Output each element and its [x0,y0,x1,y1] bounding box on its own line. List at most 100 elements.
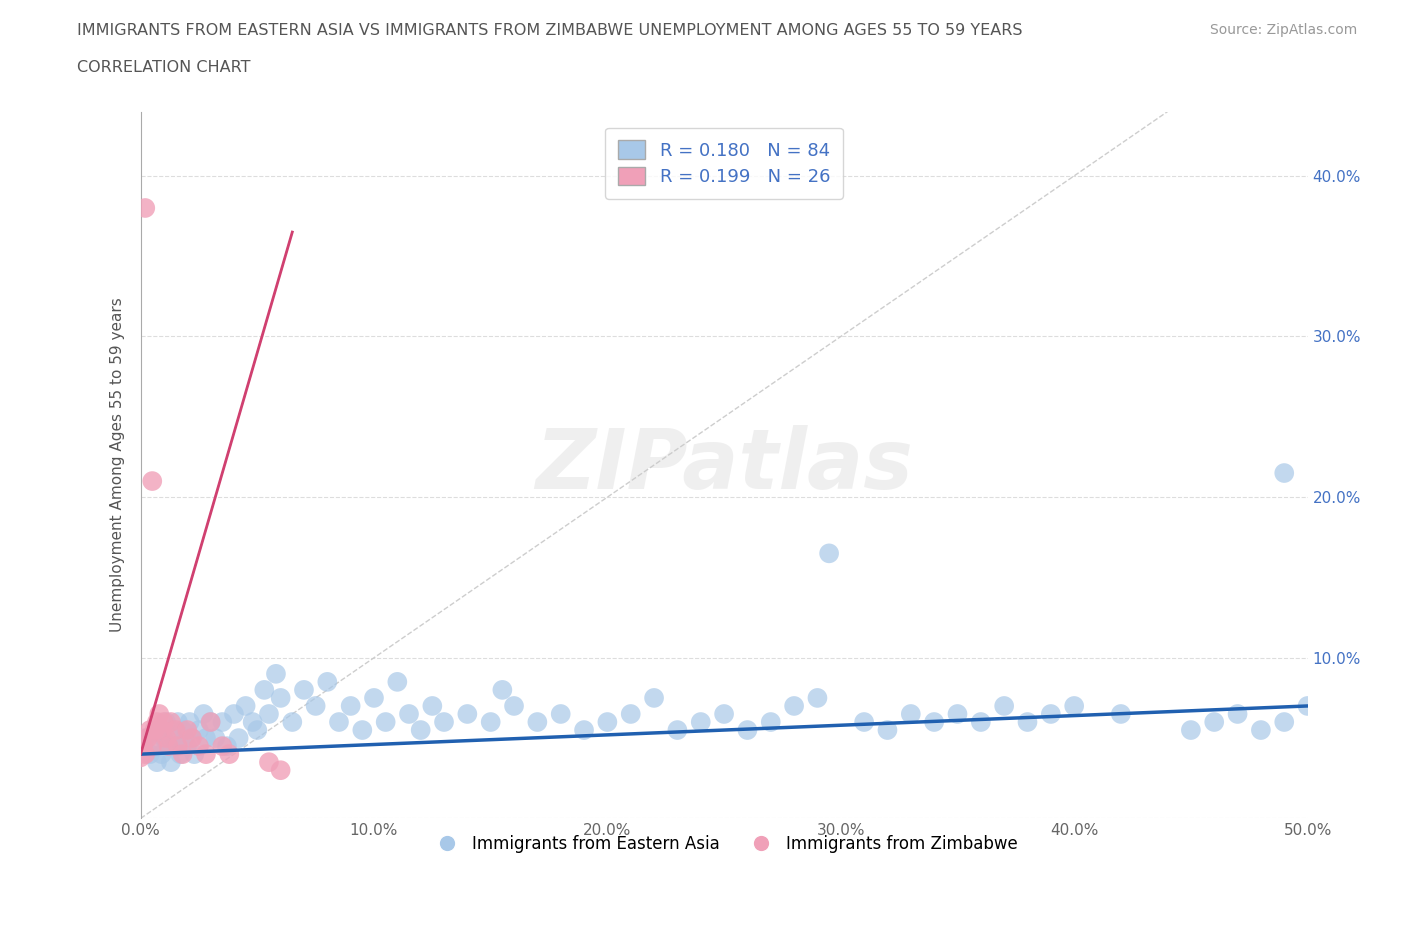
Point [550,707,572,722]
Point [215,738,238,753]
Point [1063,698,1085,713]
Point [1226,707,1249,722]
Point [1250,723,1272,737]
Point [737,723,759,737]
Point [374,714,396,729]
Point [134,201,156,216]
Point [352,723,374,737]
Point [387,674,409,689]
Point [900,707,922,722]
Point [713,707,735,722]
Point [689,714,711,729]
Point [596,714,619,729]
Point [818,546,841,561]
Point [169,747,191,762]
Point [134,747,156,762]
Point [211,714,233,729]
Point [1039,707,1062,722]
Point [993,698,1015,713]
Text: Source: ZipAtlas.com: Source: ZipAtlas.com [1209,23,1357,37]
Point [1272,466,1295,481]
Point [759,714,782,729]
Point [200,714,222,729]
Point [129,750,152,764]
Point [572,723,595,737]
Point [141,473,163,488]
Point [666,723,689,737]
Point [456,707,478,722]
Point [806,690,828,705]
Point [620,707,643,722]
Point [1109,707,1132,722]
Point [155,714,177,729]
Point [316,674,339,689]
Point [148,723,170,737]
Point [176,738,198,753]
Point [491,683,513,698]
Point [264,667,287,682]
Point [167,738,190,753]
Point [503,698,526,713]
Point [339,698,361,713]
Point [165,738,187,753]
Point [146,714,169,729]
Point [179,714,201,729]
Point [876,723,898,737]
Point [136,731,159,746]
Point [643,690,665,705]
Point [160,755,183,770]
Point [139,747,162,762]
Point [422,698,444,713]
Point [305,698,328,713]
Point [188,723,211,737]
Text: CORRELATION CHART: CORRELATION CHART [77,60,250,75]
Point [143,723,166,737]
Point [257,755,280,770]
Point [270,690,292,705]
Point [218,747,240,762]
Point [1180,723,1202,737]
Point [146,755,169,770]
Point [253,683,276,698]
Point [165,723,187,737]
Point [1296,698,1319,713]
Point [150,723,173,737]
Point [132,738,155,753]
Point [853,714,876,729]
Point [181,731,204,746]
Point [194,731,217,746]
Point [148,707,170,722]
Y-axis label: Unemployment Among Ages 55 to 59 years: Unemployment Among Ages 55 to 59 years [110,298,125,632]
Point [188,738,211,753]
Point [1017,714,1039,729]
Point [134,731,156,746]
Text: ZIPatlas: ZIPatlas [536,424,912,506]
Point [183,747,205,762]
Text: IMMIGRANTS FROM EASTERN ASIA VS IMMIGRANTS FROM ZIMBABWE UNEMPLOYMENT AMONG AGES: IMMIGRANTS FROM EASTERN ASIA VS IMMIGRAN… [77,23,1022,38]
Point [155,731,177,746]
Point [153,714,176,729]
Point [526,714,548,729]
Point [398,707,420,722]
Point [281,714,304,729]
Point [143,738,166,753]
Point [153,731,176,746]
Point [409,723,432,737]
Point [194,747,217,762]
Point [363,690,385,705]
Point [211,738,233,753]
Point [235,698,257,713]
Point [160,714,183,729]
Point [257,707,280,722]
Point [157,738,180,753]
Point [328,714,350,729]
Point [174,731,197,746]
Point [181,731,204,746]
Point [222,707,245,722]
Point [193,707,215,722]
Point [970,714,993,729]
Point [783,698,806,713]
Point [242,714,264,729]
Point [1204,714,1226,729]
Point [1272,714,1295,729]
